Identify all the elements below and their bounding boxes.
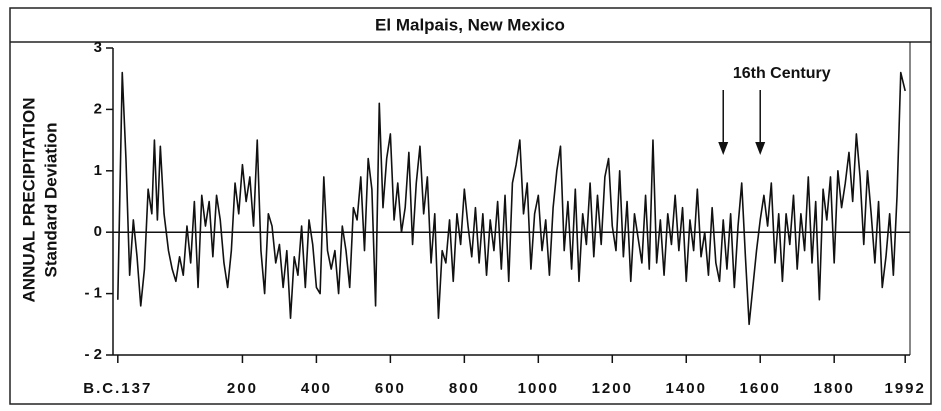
x-tick-label: 1200: [592, 380, 633, 397]
annotation-text: 16th Century: [733, 65, 831, 82]
x-tick-label: B.C.137: [83, 380, 152, 397]
y-tick-label: - 2: [84, 346, 102, 363]
x-tick-label: 1992: [885, 380, 926, 397]
annotation-arrowhead: [718, 142, 729, 155]
chart-title: El Malpais, New Mexico: [375, 15, 565, 34]
x-tick-label: 1000: [518, 380, 559, 397]
y-axis-label: ANNUAL PRECIPITATION Standard Deviation: [19, 98, 60, 303]
y-tick-label: 0: [94, 223, 102, 240]
y-tick-label: 3: [94, 39, 102, 56]
x-tick-label: 400: [301, 380, 332, 397]
y-axis-label-line: Standard Deviation: [41, 123, 60, 278]
y-tick-label: - 1: [84, 285, 102, 302]
chart-frame: [9, 7, 932, 405]
y-axis-label-line: ANNUAL PRECIPITATION: [19, 98, 38, 303]
data-line: [117, 71, 906, 326]
x-tick-label: 800: [449, 380, 480, 397]
x-tick-label: 1600: [740, 380, 781, 397]
x-tick-label: 200: [227, 380, 258, 397]
x-tick-label: 600: [375, 380, 406, 397]
x-tick-label: 1400: [666, 380, 707, 397]
annotation-arrowhead: [755, 142, 766, 155]
x-tick-label: 1800: [813, 380, 854, 397]
y-tick-label: 1: [94, 162, 102, 179]
y-tick-label: 2: [94, 100, 102, 117]
